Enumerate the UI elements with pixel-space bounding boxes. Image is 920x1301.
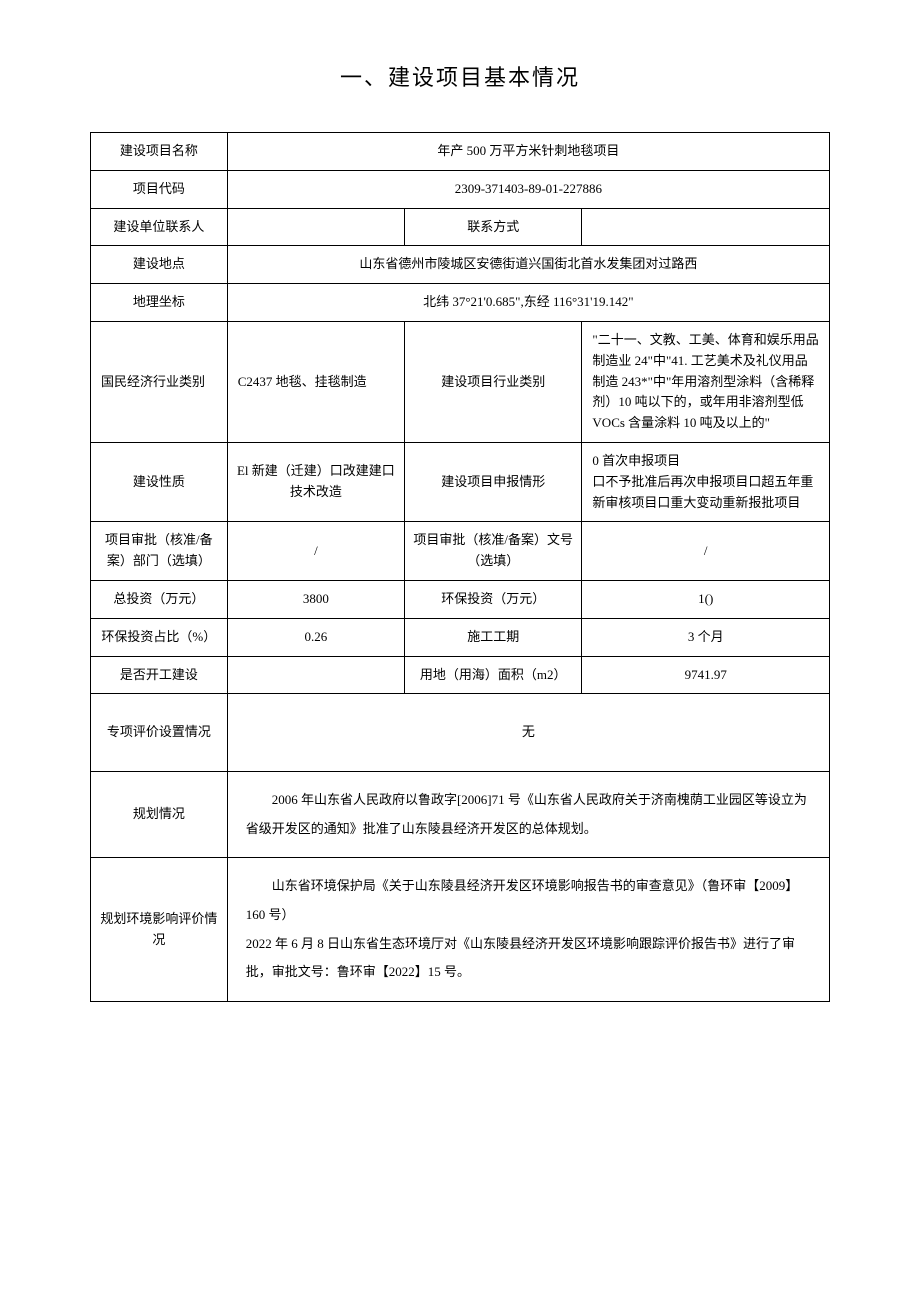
table-row: 总投资（万元） 3800 环保投资（万元） 1() — [91, 580, 830, 618]
cell-value: "二十一、文教、工美、体育和娱乐用品制造业 24"中"41. 工艺美术及礼仪用品… — [582, 321, 830, 442]
cell-value: 3800 — [227, 580, 404, 618]
cell-label: 项目审批（核准/备案）文号（选填） — [405, 522, 582, 581]
table-row: 国民经济行业类别 C2437 地毯、挂毯制造 建设项目行业类别 "二十一、文教、… — [91, 321, 830, 442]
cell-label: 专项评价设置情况 — [91, 694, 228, 772]
table-row: 地理坐标 北纬 37°21'0.685",东经 116°31'19.142" — [91, 284, 830, 322]
cell-label: 建设项目名称 — [91, 133, 228, 171]
cell-value: 山东省德州市陵城区安德街道兴国街北首水发集团对过路西 — [227, 246, 829, 284]
cell-value: 1() — [582, 580, 830, 618]
cell-value: 北纬 37°21'0.685",东经 116°31'19.142" — [227, 284, 829, 322]
table-row: 建设单位联系人 联系方式 — [91, 208, 830, 246]
table-row: 环保投资占比（%） 0.26 施工工期 3 个月 — [91, 618, 830, 656]
cell-label: 建设单位联系人 — [91, 208, 228, 246]
cell-value — [227, 208, 404, 246]
table-row: 规划环境影响评价情况 山东省环境保护局《关于山东陵县经济开发区环境影响报告书的审… — [91, 858, 830, 1001]
cell-value: 0.26 — [227, 618, 404, 656]
cell-label: 国民经济行业类别 — [91, 321, 228, 442]
cell-value: 无 — [227, 694, 829, 772]
cell-label: 施工工期 — [405, 618, 582, 656]
page-title: 一、建设项目基本情况 — [90, 60, 830, 92]
cell-value: C2437 地毯、挂毯制造 — [227, 321, 404, 442]
cell-value: 3 个月 — [582, 618, 830, 656]
cell-label: 规划情况 — [91, 772, 228, 858]
cell-value: 2006 年山东省人民政府以鲁政字[2006]71 号《山东省人民政府关于济南槐… — [227, 772, 829, 858]
cell-value: El 新建（迁建）口改建建口技术改造 — [227, 442, 404, 521]
cell-value: / — [227, 522, 404, 581]
cell-label: 建设项目行业类别 — [405, 321, 582, 442]
project-info-table: 建设项目名称 年产 500 万平方米针刺地毯项目 项目代码 2309-37140… — [90, 132, 830, 1002]
cell-label: 用地（用海）面积（m2） — [405, 656, 582, 694]
table-row: 项目代码 2309-371403-89-01-227886 — [91, 170, 830, 208]
cell-value — [227, 656, 404, 694]
cell-label: 联系方式 — [405, 208, 582, 246]
table-row: 项目审批（核准/备案）部门（选填） / 项目审批（核准/备案）文号（选填） / — [91, 522, 830, 581]
table-row: 建设地点 山东省德州市陵城区安德街道兴国街北首水发集团对过路西 — [91, 246, 830, 284]
cell-label: 建设项目申报情形 — [405, 442, 582, 521]
cell-label: 环保投资（万元） — [405, 580, 582, 618]
cell-value: 2309-371403-89-01-227886 — [227, 170, 829, 208]
cell-value — [582, 208, 830, 246]
table-row: 是否开工建设 用地（用海）面积（m2） 9741.97 — [91, 656, 830, 694]
cell-value: 年产 500 万平方米针刺地毯项目 — [227, 133, 829, 171]
cell-value: 0 首次申报项目 口不予批准后再次申报项目口超五年重新审核项目口重大变动重新报批… — [582, 442, 830, 521]
table-row: 专项评价设置情况 无 — [91, 694, 830, 772]
cell-value: 9741.97 — [582, 656, 830, 694]
table-row: 建设性质 El 新建（迁建）口改建建口技术改造 建设项目申报情形 0 首次申报项… — [91, 442, 830, 521]
cell-label: 总投资（万元） — [91, 580, 228, 618]
cell-value: / — [582, 522, 830, 581]
cell-value: 山东省环境保护局《关于山东陵县经济开发区环境影响报告书的审查意见》（鲁环审【20… — [227, 858, 829, 1001]
cell-label: 是否开工建设 — [91, 656, 228, 694]
cell-label: 地理坐标 — [91, 284, 228, 322]
cell-label: 项目代码 — [91, 170, 228, 208]
cell-label: 建设性质 — [91, 442, 228, 521]
cell-label: 环保投资占比（%） — [91, 618, 228, 656]
cell-label: 规划环境影响评价情况 — [91, 858, 228, 1001]
table-row: 建设项目名称 年产 500 万平方米针刺地毯项目 — [91, 133, 830, 171]
cell-label: 建设地点 — [91, 246, 228, 284]
table-row: 规划情况 2006 年山东省人民政府以鲁政字[2006]71 号《山东省人民政府… — [91, 772, 830, 858]
cell-label: 项目审批（核准/备案）部门（选填） — [91, 522, 228, 581]
